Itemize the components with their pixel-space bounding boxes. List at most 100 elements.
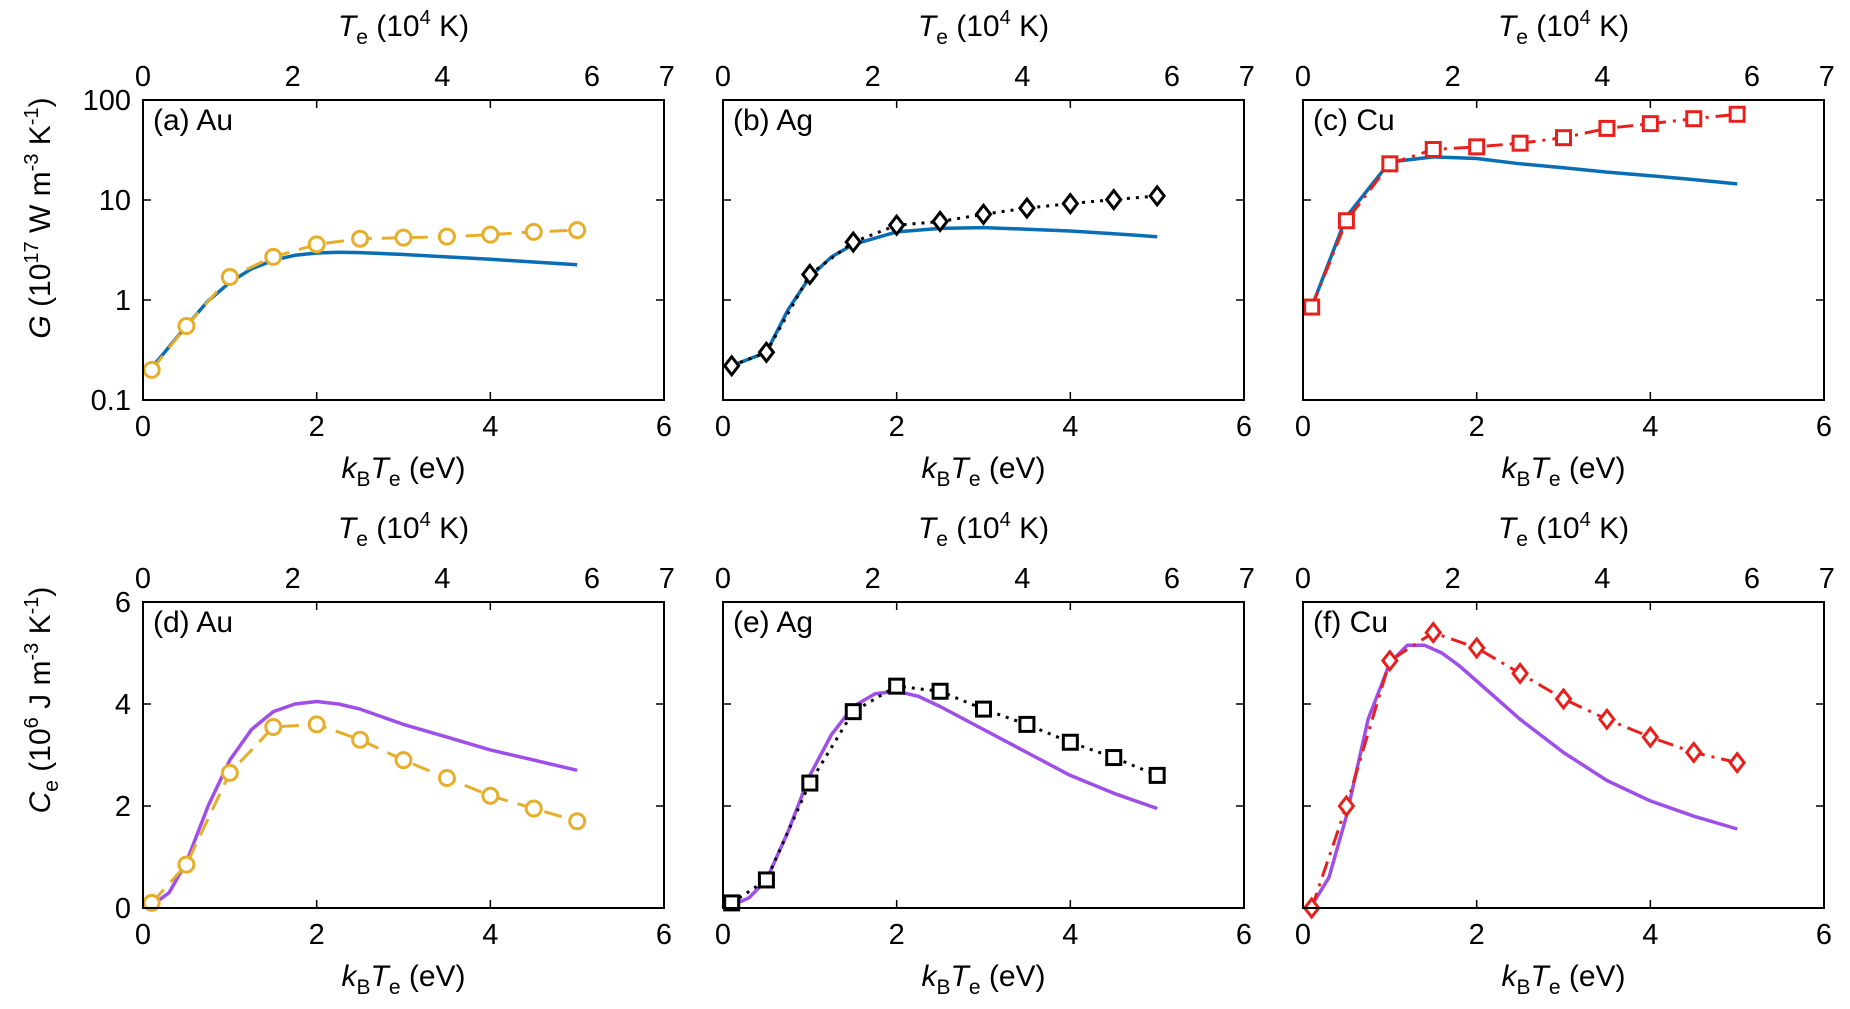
data-point <box>524 222 543 241</box>
data-point <box>1148 766 1166 784</box>
top-axis-label: Te (104 K) <box>338 509 469 551</box>
data-point <box>757 871 775 889</box>
x-axis-label: kBTe (eV) <box>921 452 1045 491</box>
plot-frame <box>722 601 1245 909</box>
x-tick-label: 2 <box>889 919 905 951</box>
x-axis-label: kBTe (eV) <box>1501 452 1625 491</box>
data-point <box>481 786 500 805</box>
x-tick-label: 4 <box>482 411 498 443</box>
x-tick-label: 4 <box>1062 919 1078 951</box>
x-tick-label: 6 <box>656 411 672 443</box>
data-point <box>1511 134 1529 152</box>
data-point <box>1303 298 1321 316</box>
x-tick-label: 0 <box>135 411 151 443</box>
top-tick-label: 4 <box>1594 61 1610 93</box>
data-point <box>1684 741 1703 764</box>
data-point <box>307 235 326 254</box>
top-tick-label: 4 <box>1594 563 1610 595</box>
top-tick-label: 0 <box>715 563 731 595</box>
data-point <box>1598 707 1616 731</box>
y-tick-label: 10 <box>99 185 131 217</box>
plot-frame <box>722 99 1245 401</box>
y-tick-label: 2 <box>115 791 131 823</box>
y-tick-label: 0 <box>115 893 131 925</box>
top-tick-label: 2 <box>1445 61 1461 93</box>
top-tick-label: 7 <box>1239 563 1255 595</box>
data-point <box>264 717 283 736</box>
y-tick-label: 100 <box>83 85 131 117</box>
x-tick-label: 2 <box>309 411 325 443</box>
panel-label: (d) Au <box>153 606 233 639</box>
data-point <box>1105 749 1123 767</box>
x-tick-label: 6 <box>1236 919 1252 951</box>
x-tick-label: 2 <box>309 919 325 951</box>
top-tick-label: 7 <box>659 563 675 595</box>
data-point <box>220 763 239 782</box>
fit-curve <box>730 689 1158 908</box>
y-tick-label: 4 <box>115 689 131 721</box>
x-tick-label: 4 <box>1642 919 1658 951</box>
x-tick-label: 0 <box>715 411 731 443</box>
data-point <box>757 340 776 364</box>
data-point <box>1424 621 1443 645</box>
fit-curve <box>1310 155 1738 308</box>
panel-c: 0 2 4 6 0 2 4 6 7 (c) Cu kBTe (eV) Te (104 K) <box>1295 7 1835 491</box>
data-point <box>1380 649 1399 673</box>
data-point <box>220 267 239 286</box>
data-point <box>177 855 196 874</box>
data-point <box>1728 105 1746 123</box>
x-tick-label: 0 <box>715 919 731 951</box>
top-tick-label: 4 <box>434 563 450 595</box>
data-point <box>351 229 370 248</box>
x-tick-label: 2 <box>1469 919 1485 951</box>
data-point <box>394 751 413 770</box>
x-tick-label: 4 <box>1642 411 1658 443</box>
top-tick-label: 4 <box>434 61 450 93</box>
data-point <box>722 354 741 378</box>
data-point <box>307 715 326 734</box>
panel-label: (c) Cu <box>1313 104 1395 137</box>
data-point <box>524 799 543 818</box>
data-point <box>1381 155 1399 173</box>
x-tick-label: 2 <box>1469 411 1485 443</box>
data-point <box>1424 140 1442 158</box>
g-ylabel: G (1017 W m-3 K-1) <box>21 97 57 338</box>
panel-f: 0 2 4 6 0 2 4 6 7 (f) Cu kBTe (eV) Te (104 K) <box>1295 509 1835 999</box>
x-axis-label: kBTe (eV) <box>341 452 465 491</box>
top-tick-label: 4 <box>1014 61 1030 93</box>
x-tick-label: 6 <box>1236 411 1252 443</box>
data-point <box>177 316 196 335</box>
panel-label: (b) Ag <box>733 104 813 137</box>
x-tick-label: 6 <box>656 919 672 951</box>
plot-frame <box>1302 601 1825 909</box>
data-point <box>844 230 863 254</box>
data-point <box>1018 196 1036 220</box>
x-axis-label: kBTe (eV) <box>921 960 1045 999</box>
top-tick-label: 7 <box>659 61 675 93</box>
panel-label: (e) Ag <box>733 606 813 639</box>
x-axis-label: kBTe (eV) <box>341 960 465 999</box>
panel-e: 0 2 4 6 0 2 4 6 7 (e) Ag kBTe (eV) Te (104 K) <box>715 509 1255 999</box>
top-tick-label: 7 <box>1819 563 1835 595</box>
x-tick-label: 0 <box>1295 919 1311 951</box>
x-tick-label: 4 <box>1062 411 1078 443</box>
data-point <box>975 700 992 718</box>
data-point <box>1468 138 1486 156</box>
ce-ylabel: Ce (106 J m-3 K-1) <box>21 587 63 814</box>
data-point <box>1337 212 1355 230</box>
data-point <box>1018 715 1036 733</box>
y-tick-label: 6 <box>115 587 131 619</box>
plot-frame <box>1302 99 1825 401</box>
data-line <box>730 684 1158 905</box>
data-point <box>1641 115 1659 133</box>
top-tick-label: 6 <box>1164 563 1180 595</box>
panel-a: 0 2 4 6 0 2 4 6 7 0.1 1 10 100 (a) Au kBTe (eV) Te (104… <box>83 7 675 491</box>
top-tick-label: 2 <box>285 61 301 93</box>
top-axis-label: Te (104 K) <box>338 7 469 49</box>
top-tick-label: 0 <box>715 61 731 93</box>
data-point <box>1555 129 1572 147</box>
data-point <box>1511 661 1529 685</box>
data-point <box>800 263 819 286</box>
